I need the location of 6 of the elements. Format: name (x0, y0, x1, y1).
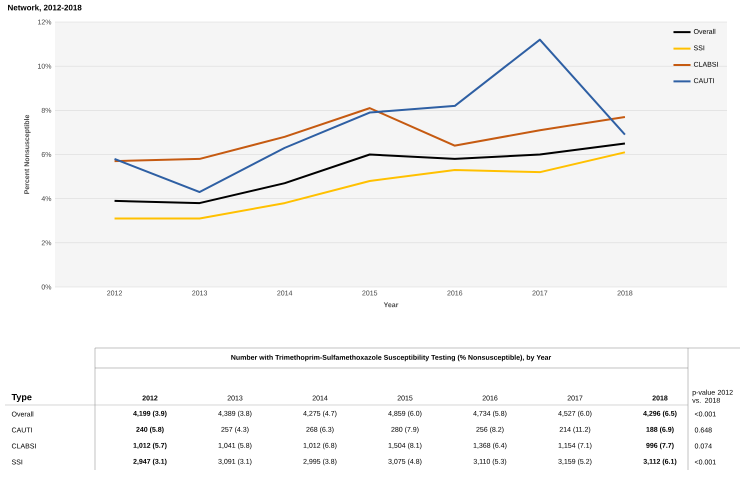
line-series (114, 38, 626, 194)
line-series (114, 142, 626, 204)
line-series (114, 107, 626, 162)
line-series (114, 151, 626, 220)
text: Type (12, 394, 32, 402)
chart-title: Network, 2012-2018 (8, 4, 82, 12)
